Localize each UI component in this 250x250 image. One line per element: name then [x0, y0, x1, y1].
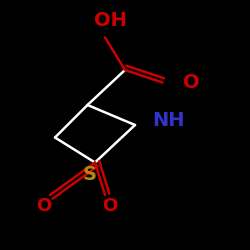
Text: OH: OH	[94, 10, 126, 29]
Text: O: O	[182, 73, 199, 92]
Text: S: S	[83, 166, 97, 184]
Text: O: O	[36, 197, 52, 215]
Text: O: O	[102, 197, 118, 215]
Text: NH: NH	[152, 110, 185, 130]
